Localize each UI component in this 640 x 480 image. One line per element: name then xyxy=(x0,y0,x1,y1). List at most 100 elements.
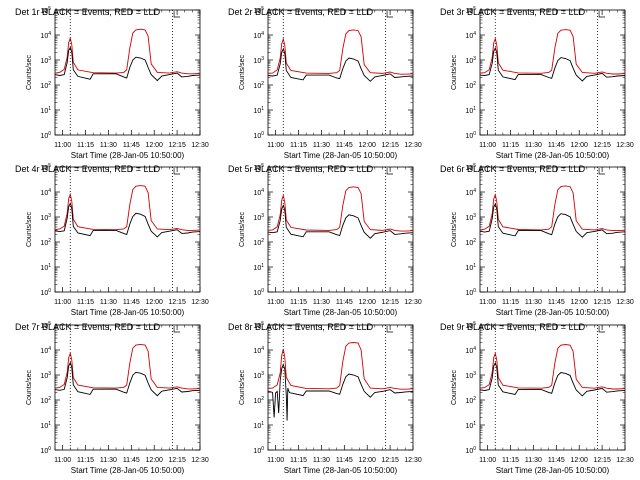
y-tick-label: 105 xyxy=(253,163,264,172)
chart-panel-8: Det 8r BLACK = Events, RED = LLD Counts/s… xyxy=(228,321,422,475)
y-axis-label: Counts/sec xyxy=(239,369,246,405)
x-tick-label: 11:15 xyxy=(290,299,307,306)
y-tick-label: 100 xyxy=(253,288,264,297)
plot-frame xyxy=(267,166,414,293)
y-tick-label: 103 xyxy=(465,56,476,65)
series-line-events xyxy=(267,204,414,239)
x-tick-label: 12:00 xyxy=(145,299,163,306)
chart-title: Det 8r BLACK = Events, RED = LLD xyxy=(228,322,374,332)
x-tick-label: 12:00 xyxy=(358,299,376,306)
x-tick-label: 12:30 xyxy=(191,142,209,149)
x-tick-label: 11:45 xyxy=(336,142,353,149)
x-tick-label: 12:15 xyxy=(168,299,186,306)
plot-frame xyxy=(479,9,626,136)
x-tick-label: 11:45 xyxy=(123,142,140,149)
y-tick-label: 104 xyxy=(253,188,264,197)
x-tick-label: 11:45 xyxy=(336,299,353,306)
x-tick-label: 11:45 xyxy=(548,299,565,306)
series-line-events xyxy=(267,47,414,82)
x-tick-label: 11:30 xyxy=(100,142,117,149)
y-tick-label: 105 xyxy=(465,321,476,330)
x-tick-label: 11:15 xyxy=(77,457,94,464)
interval-bracket xyxy=(386,168,394,175)
y-tick-label: 103 xyxy=(40,56,51,65)
series-line-events xyxy=(479,361,626,397)
y-tick-label: 103 xyxy=(465,213,476,222)
y-axis-label: Counts/sec xyxy=(26,211,33,247)
y-tick-label: 101 xyxy=(465,263,476,272)
y-tick-label: 105 xyxy=(253,321,264,330)
y-tick-label: 104 xyxy=(465,31,476,40)
x-tick-label: 11:00 xyxy=(54,142,71,149)
y-tick-label: 101 xyxy=(465,106,476,115)
series-line-lld xyxy=(54,185,201,231)
y-tick-label: 102 xyxy=(40,238,51,247)
chart-panel-5: Det 5r BLACK = Events, RED = LLD Counts/s… xyxy=(228,163,422,317)
x-tick-label: 12:00 xyxy=(570,457,588,464)
y-tick-label: 100 xyxy=(465,288,476,297)
x-tick-label: 12:00 xyxy=(570,299,588,306)
y-tick-label: 101 xyxy=(40,106,51,115)
y-tick-label: 102 xyxy=(40,81,51,90)
x-tick-label: 11:00 xyxy=(267,142,284,149)
y-tick-label: 104 xyxy=(40,31,51,40)
x-tick-label: 11:15 xyxy=(290,457,307,464)
y-tick-label: 102 xyxy=(253,81,264,90)
y-tick-label: 100 xyxy=(40,288,51,297)
x-axis-label: Start Time (28-Jan-05 10:50:00) xyxy=(284,308,398,317)
y-tick-label: 105 xyxy=(40,163,51,172)
x-tick-label: 11:45 xyxy=(548,457,565,464)
chart-title: Det 1r BLACK = Events, RED = LLD xyxy=(15,7,161,17)
chart-title: Det 6r BLACK = Events, RED = LLD xyxy=(440,164,586,174)
x-tick-label: 11:30 xyxy=(525,142,542,149)
y-axis-label: Counts/sec xyxy=(451,369,458,405)
y-axis-label: Counts/sec xyxy=(239,211,246,247)
chart-panel-2: Det 2r BLACK = Events, RED = LLD Counts/s… xyxy=(228,6,422,160)
x-tick-label: 12:30 xyxy=(616,299,634,306)
chart-title: Det 5r BLACK = Events, RED = LLD xyxy=(228,164,374,174)
y-tick-label: 104 xyxy=(40,188,51,197)
x-tick-label: 12:00 xyxy=(358,142,376,149)
y-tick-label: 105 xyxy=(465,6,476,15)
y-axis-label: Counts/sec xyxy=(239,54,246,90)
y-tick-label: 101 xyxy=(253,263,264,272)
interval-bracket xyxy=(598,326,606,333)
y-tick-label: 101 xyxy=(253,106,264,115)
x-tick-label: 11:15 xyxy=(77,299,94,306)
x-tick-label: 12:00 xyxy=(145,142,163,149)
plot-frame xyxy=(54,166,201,293)
series-line-lld xyxy=(479,185,626,232)
chart-panel-1: Det 1r BLACK = Events, RED = LLD Counts/s… xyxy=(15,6,209,160)
x-tick-label: 11:30 xyxy=(313,457,330,464)
y-tick-label: 105 xyxy=(465,163,476,172)
y-tick-label: 102 xyxy=(465,238,476,247)
x-tick-label: 11:00 xyxy=(479,142,496,149)
x-tick-label: 12:30 xyxy=(404,142,422,149)
y-tick-label: 101 xyxy=(40,263,51,272)
plot-frame xyxy=(54,9,201,136)
y-tick-label: 104 xyxy=(253,346,264,355)
chart-title: Det 3r BLACK = Events, RED = LLD xyxy=(440,7,586,17)
x-tick-label: 11:30 xyxy=(313,142,330,149)
series-line-lld xyxy=(267,186,414,232)
y-tick-label: 103 xyxy=(253,371,264,380)
series-line-events xyxy=(267,363,414,421)
x-tick-label: 12:15 xyxy=(168,457,186,464)
series-line-lld xyxy=(54,28,201,75)
y-tick-label: 100 xyxy=(253,446,264,455)
series-line-events xyxy=(54,46,201,82)
x-tick-label: 11:00 xyxy=(479,457,496,464)
interval-bracket xyxy=(173,326,181,333)
y-tick-label: 100 xyxy=(253,131,264,140)
x-tick-label: 11:00 xyxy=(267,457,284,464)
y-tick-label: 103 xyxy=(465,371,476,380)
x-tick-label: 12:30 xyxy=(404,457,422,464)
chart-title: Det 2r BLACK = Events, RED = LLD xyxy=(228,7,374,17)
y-tick-label: 101 xyxy=(253,421,264,430)
series-line-events xyxy=(479,202,626,238)
x-tick-label: 11:30 xyxy=(313,299,330,306)
series-line-lld xyxy=(479,344,626,390)
x-tick-label: 11:30 xyxy=(100,299,117,306)
x-tick-label: 12:00 xyxy=(570,142,588,149)
y-tick-label: 102 xyxy=(465,81,476,90)
